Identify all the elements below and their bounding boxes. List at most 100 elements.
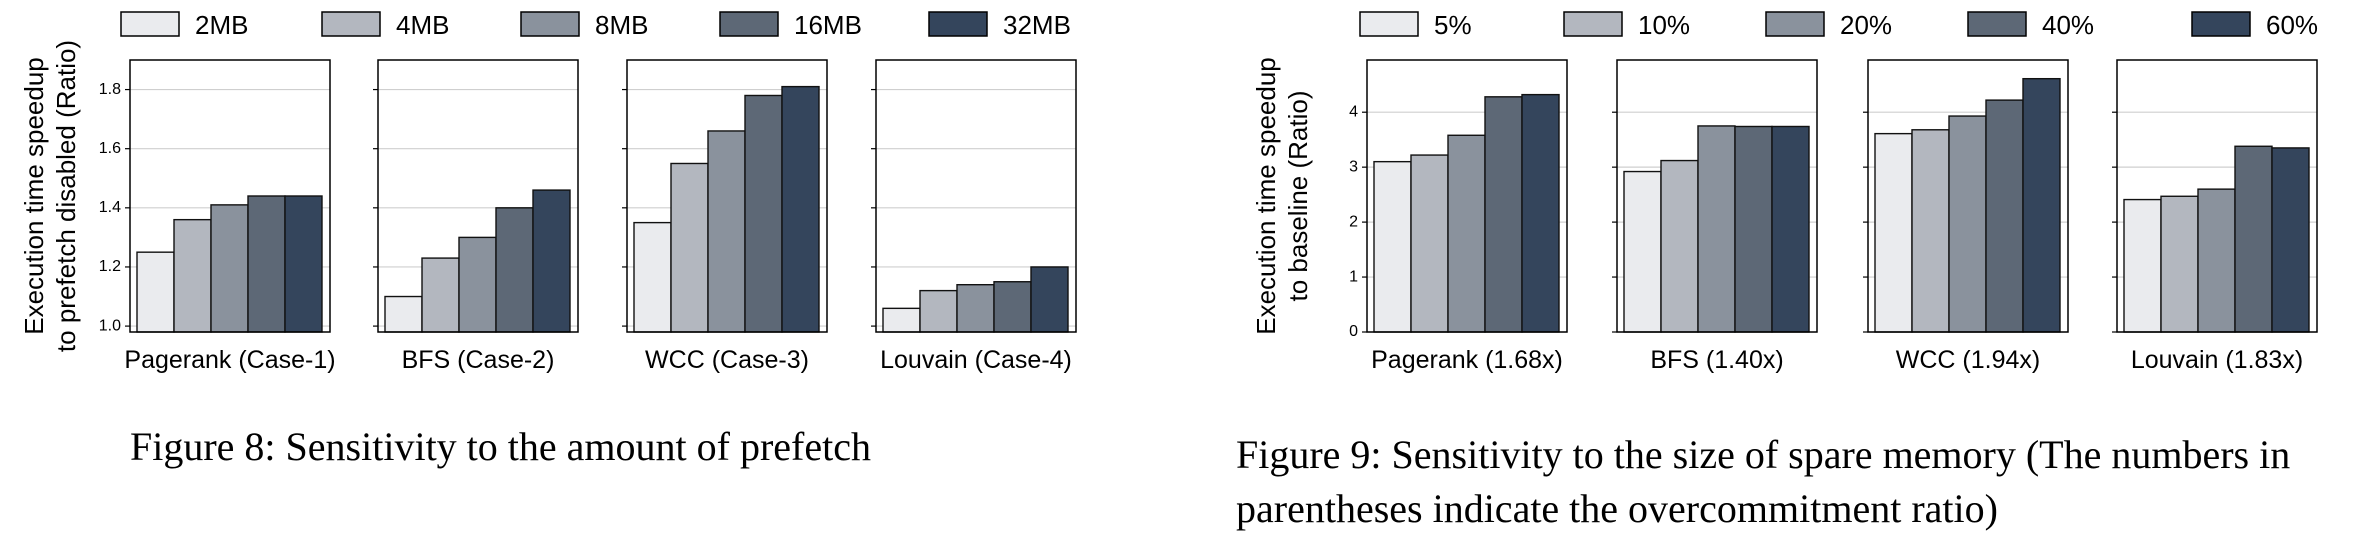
panel-label: WCC (1.94x) [1896, 346, 2040, 374]
legend: 5% 10% 20% 40% 60% [1359, 10, 2318, 40]
panel: Louvain (1.83x) [2112, 59, 2318, 374]
bar [744, 94, 783, 333]
legend-label: 10% [1638, 10, 1690, 40]
legend-label: 16MB [794, 10, 862, 40]
panel: 1.0 1.2 1.4 1.6 1.8 Pagerank (Case-1) [99, 59, 336, 374]
legend-label: 60% [2266, 10, 2318, 40]
panel-label: Pagerank (Case-1) [124, 346, 335, 374]
bar [2234, 145, 2273, 333]
legend-label: 20% [1840, 10, 1892, 40]
bar [633, 221, 672, 333]
legend-label: 5% [1434, 10, 1472, 40]
bar [1373, 160, 1412, 333]
panel: Louvain (Case-4) [871, 59, 1077, 374]
panel: WCC (1.94x) [1863, 59, 2069, 374]
bar [1771, 125, 1810, 333]
bar [210, 204, 249, 333]
panel-frame [1616, 59, 1818, 333]
bar [882, 307, 921, 333]
legend-label: 2MB [195, 10, 248, 40]
legend-swatch [2191, 11, 2251, 37]
panel-frame [1366, 59, 1568, 333]
bar [247, 195, 286, 333]
y-axis-label: Execution time speedup to prefetch disabl… [19, 40, 81, 352]
y-axis-label-line: Execution time speedup [1251, 57, 1281, 335]
panel: WCC (Case-3) [622, 59, 828, 374]
panel-label: Louvain (1.83x) [2131, 346, 2303, 374]
panel-label: WCC (Case-3) [645, 346, 809, 374]
y-tick-label: 1.4 [99, 199, 121, 216]
y-tick-label: 1.6 [99, 140, 121, 157]
figure-8-caption: Figure 8: Sensitivity to the amount of p… [130, 424, 871, 469]
bar [1410, 154, 1449, 333]
bar [2197, 188, 2236, 333]
legend: 2MB 4MB 8MB 16MB 32MB [120, 10, 1071, 40]
bar [670, 162, 709, 333]
figure-9-caption: Figure 9: Sensitivity to the size of spa… [1236, 432, 2291, 531]
bar [2022, 77, 2061, 333]
legend-label: 40% [2042, 10, 2094, 40]
y-tick-label: 4 [1349, 103, 1358, 120]
bar [421, 257, 460, 333]
bar [1697, 125, 1736, 333]
bar [1948, 115, 1987, 333]
legend-swatch [520, 11, 580, 37]
bar [1734, 125, 1773, 333]
y-tick-label: 1 [1349, 268, 1358, 285]
legend-swatch [1967, 11, 2027, 37]
legend-label: 4MB [396, 10, 449, 40]
bar [1985, 99, 2024, 333]
panel-label: BFS (1.40x) [1650, 346, 1783, 374]
figure-9: 5% 10% 20% 40% 60% Execution time speedup to b… [1251, 10, 2318, 374]
panel: 0 1 2 3 4 Pagerank (1.68x) [1349, 59, 1568, 374]
panel: BFS (Case-2) [373, 59, 579, 374]
bar [495, 207, 534, 333]
panel-frame [377, 59, 579, 333]
y-tick-label: 1.8 [99, 81, 121, 98]
panel-label: Pagerank (1.68x) [1371, 346, 1563, 374]
bar [1911, 129, 1950, 333]
bar [2123, 198, 2162, 333]
bar [136, 251, 175, 333]
panel-label: BFS (Case-2) [402, 346, 555, 374]
bar [993, 281, 1032, 333]
bar [173, 218, 212, 333]
panel-frame [2116, 59, 2318, 333]
bar [1484, 96, 1523, 333]
bar [1623, 170, 1662, 333]
bar [458, 236, 497, 333]
panel-frame [875, 59, 1077, 333]
y-axis-label-line: to prefetch disabled (Ratio) [51, 40, 81, 352]
bar [1660, 159, 1699, 333]
legend-swatch [120, 11, 180, 37]
legend-swatch [719, 11, 779, 37]
bar [2271, 147, 2310, 333]
bar [919, 289, 958, 333]
y-axis-label: Execution time speedup to baseline (Ratio… [1251, 57, 1313, 335]
y-axis-label-line: to baseline (Ratio) [1283, 91, 1313, 302]
legend-label: 32MB [1003, 10, 1071, 40]
bar [2160, 195, 2199, 333]
y-tick-label: 2 [1349, 213, 1358, 230]
panel-frame [1867, 59, 2069, 333]
panel: BFS (1.40x) [1612, 59, 1818, 374]
legend-label: 8MB [595, 10, 648, 40]
legend-swatch [928, 11, 988, 37]
legend-swatch [1765, 11, 1825, 37]
figure-8: 2MB 4MB 8MB 16MB 32MB Execution time speedup t… [19, 10, 1077, 374]
bar [532, 189, 571, 333]
bar [781, 85, 820, 333]
legend-swatch [321, 11, 381, 37]
y-tick-label: 3 [1349, 158, 1358, 175]
y-tick-label: 1.2 [99, 258, 121, 275]
bar [384, 295, 423, 333]
legend-swatch [1563, 11, 1623, 37]
y-tick-label: 1.0 [99, 317, 121, 334]
bar [1521, 93, 1560, 333]
bar [1447, 134, 1486, 333]
bar [707, 130, 746, 333]
bar [284, 195, 323, 333]
y-axis-label-line: Execution time speedup [19, 57, 49, 335]
bar [1874, 132, 1913, 333]
